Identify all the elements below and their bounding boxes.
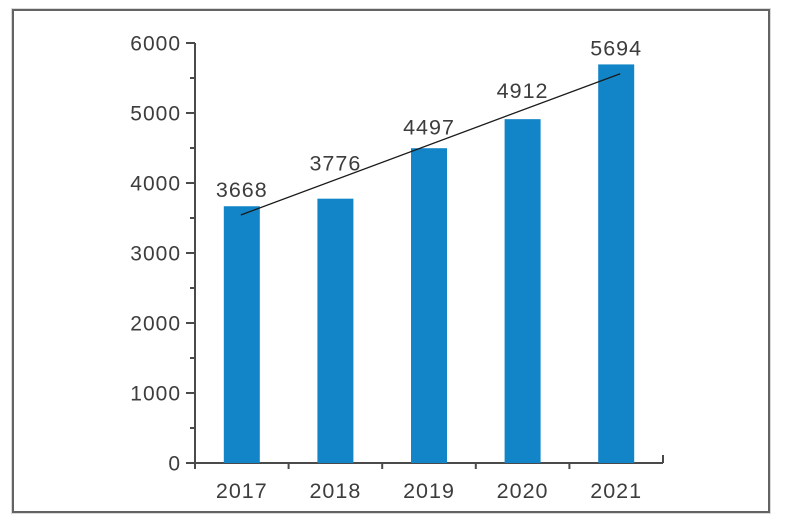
- y-tick-label: 0: [168, 453, 181, 476]
- y-tick-label: 4000: [130, 173, 181, 196]
- bar-value-label: 5694: [590, 36, 642, 60]
- y-tick-label: 1000: [130, 383, 181, 406]
- bar-value-label: 3776: [309, 152, 361, 176]
- bar: [504, 119, 541, 463]
- bar-value-label: 3668: [216, 178, 268, 202]
- y-tick-label: 3000: [130, 243, 181, 266]
- bar-value-label: 4497: [403, 115, 455, 139]
- x-category-label: 2018: [309, 479, 361, 503]
- y-tick-label: 5000: [130, 103, 181, 126]
- trendline: [240, 73, 621, 216]
- bar: [411, 148, 447, 463]
- x-category-label: 2021: [590, 479, 642, 503]
- bar: [223, 206, 260, 464]
- y-tick-label: 6000: [130, 33, 181, 56]
- bar: [598, 64, 635, 464]
- bar: [317, 198, 354, 463]
- x-category-label: 2020: [497, 479, 549, 503]
- chart-frame: [12, 9, 770, 513]
- x-category-label: 2017: [216, 479, 268, 503]
- y-tick-label: 2000: [130, 313, 181, 336]
- x-category-label: 2019: [403, 479, 455, 503]
- bar-value-label: 4912: [497, 79, 549, 103]
